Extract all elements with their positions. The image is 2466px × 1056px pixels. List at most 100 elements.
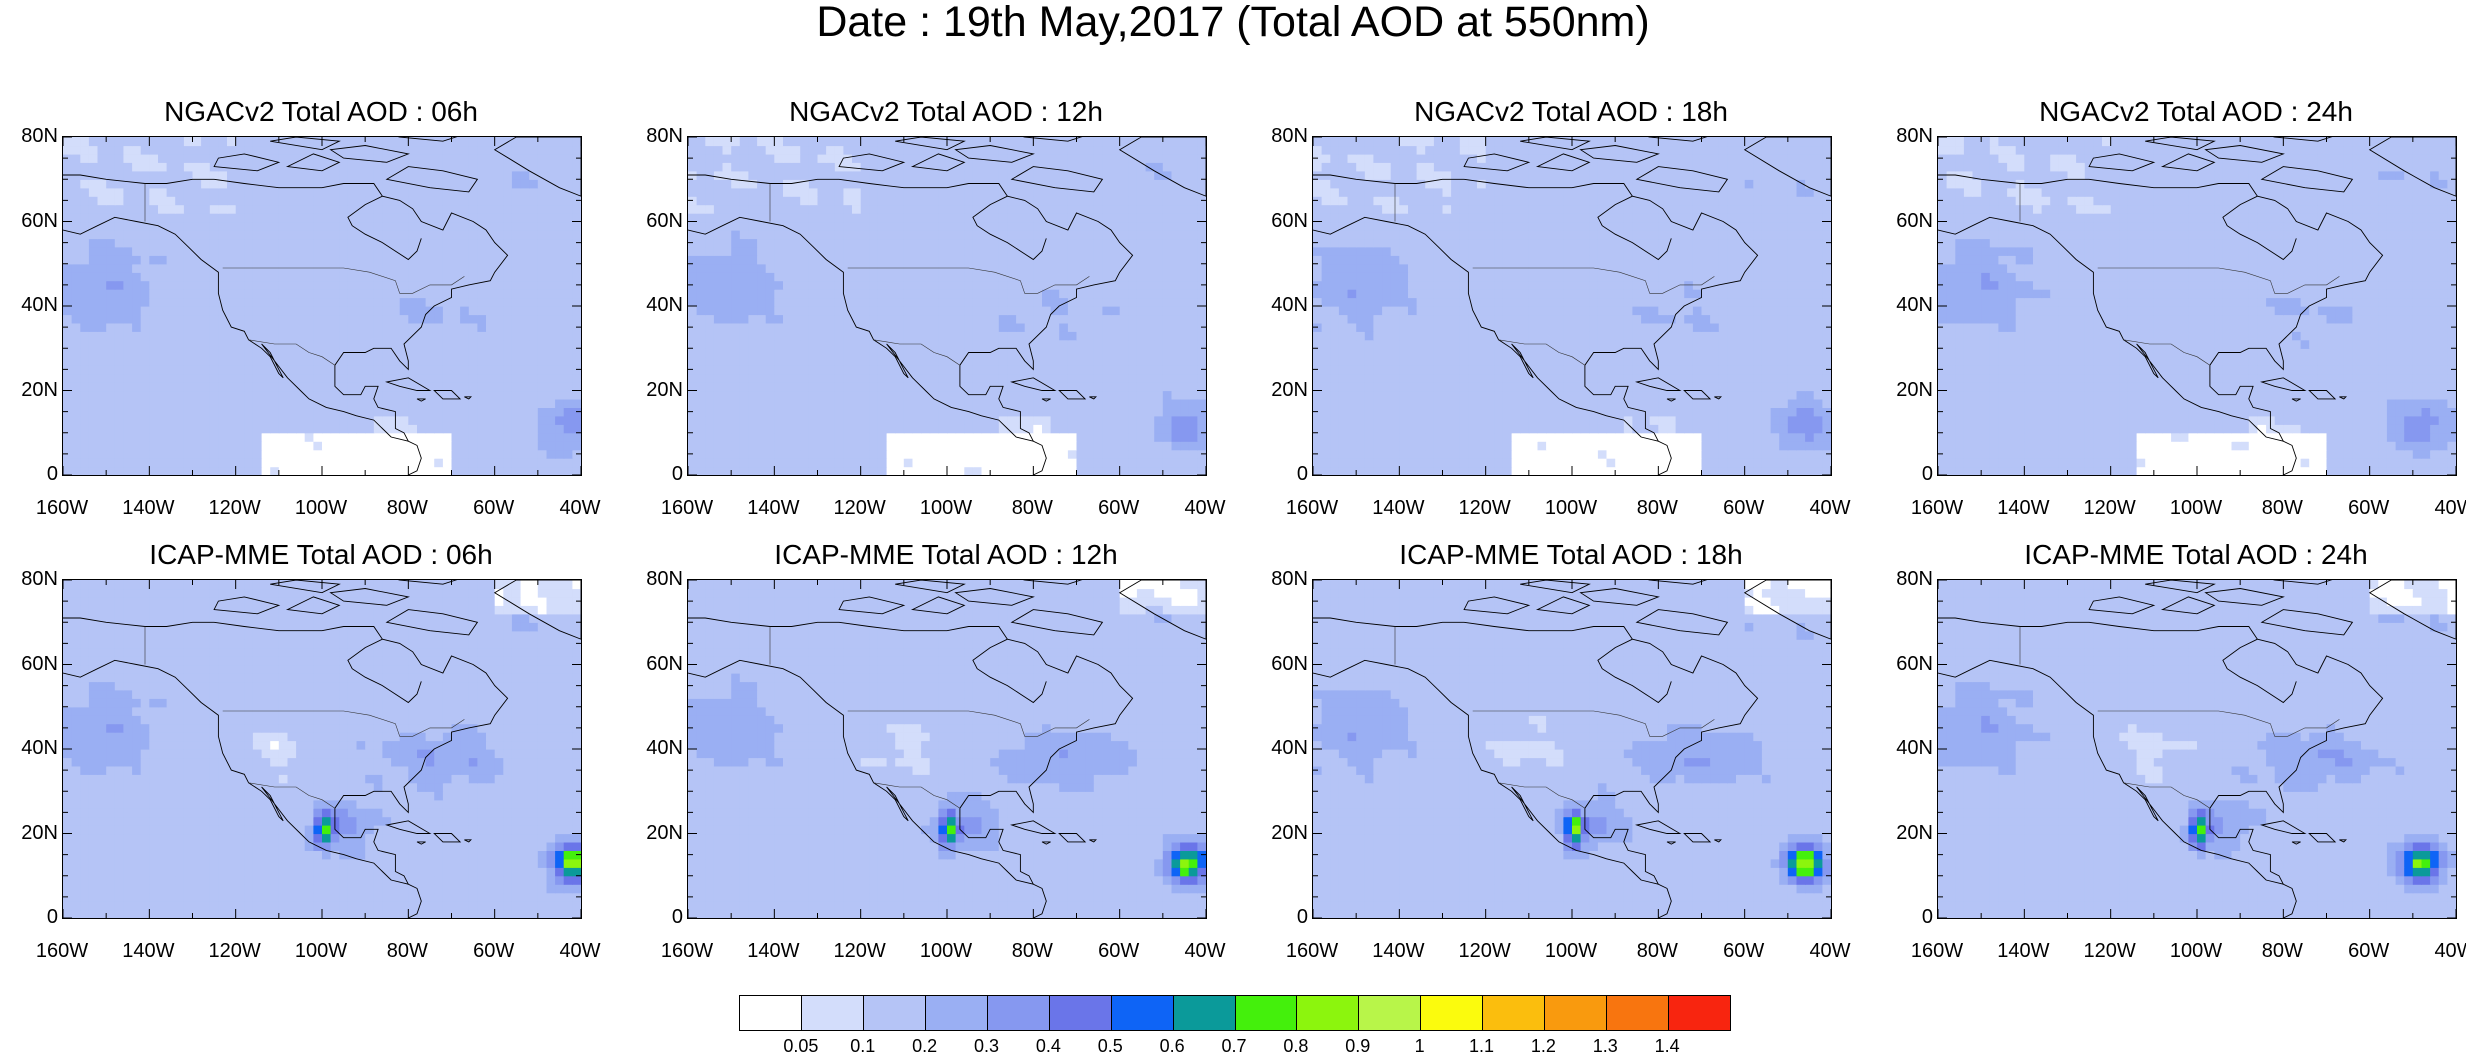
lon-tick-label: 140W bbox=[122, 940, 175, 962]
panel-title: ICAP-MME Total AOD : 12h bbox=[774, 539, 1118, 570]
lon-tick-label: 140W bbox=[1997, 497, 2050, 519]
lon-tick-label: 40W bbox=[1184, 497, 1226, 519]
lat-tick-label: 60N bbox=[646, 209, 683, 232]
lon-tick-label: 80W bbox=[1636, 940, 1678, 962]
colorbar-swatch bbox=[1049, 996, 1112, 1030]
aod-map-panel bbox=[687, 136, 1207, 476]
lat-tick-label: 80N bbox=[21, 125, 58, 147]
lat-tick-label: 60N bbox=[1271, 209, 1308, 232]
lon-tick-label: 160W bbox=[35, 940, 89, 962]
lon-tick-label: 100W bbox=[2169, 497, 2223, 519]
lon-tick-label: 40W bbox=[559, 940, 601, 962]
lon-tick-label: 60W bbox=[1098, 940, 1140, 962]
colorbar-label: 0.1 bbox=[850, 1036, 876, 1056]
lat-tick-label: 80N bbox=[21, 568, 58, 590]
panel-title: NGACv2 Total AOD : 18h bbox=[1414, 96, 1728, 127]
lat-tick-label: 60N bbox=[21, 209, 58, 232]
colorbar-label: 1 bbox=[1414, 1036, 1425, 1056]
lat-tick-label: 40N bbox=[1271, 737, 1308, 759]
lon-tick-label: 40W bbox=[1809, 940, 1851, 962]
lat-tick-label: 40N bbox=[1896, 737, 1933, 759]
colorbar-label: 1.3 bbox=[1592, 1036, 1618, 1056]
lat-tick-label: 80N bbox=[1896, 568, 1933, 590]
lon-tick-label: 100W bbox=[919, 497, 973, 519]
lat-tick-label: 0 bbox=[1921, 906, 1933, 928]
lon-tick-label: 60W bbox=[1723, 940, 1765, 962]
lon-tick-label: 40W bbox=[1809, 497, 1851, 519]
lat-tick-label: 20N bbox=[646, 821, 683, 844]
lat-tick-label: 40N bbox=[646, 737, 683, 759]
colorbar-label: 0.9 bbox=[1345, 1036, 1371, 1056]
lon-tick-label: 100W bbox=[1544, 497, 1598, 519]
lat-tick-label: 60N bbox=[1896, 652, 1933, 675]
lon-tick-label: 140W bbox=[1997, 940, 2050, 962]
lat-tick-label: 60N bbox=[1271, 652, 1308, 675]
aod-map-panel bbox=[1937, 136, 2457, 476]
colorbar-swatch bbox=[1669, 996, 1730, 1030]
colorbar-swatch bbox=[1173, 996, 1236, 1030]
colorbar-label: 0.4 bbox=[1035, 1036, 1061, 1056]
colorbar-label: 0.3 bbox=[973, 1036, 1000, 1056]
lat-tick-label: 80N bbox=[1271, 125, 1308, 147]
colorbar-label: 0.05 bbox=[783, 1036, 819, 1056]
panel-title: ICAP-MME Total AOD : 18h bbox=[1399, 539, 1743, 570]
lon-tick-label: 40W bbox=[559, 497, 601, 519]
lat-tick-label: 60N bbox=[21, 652, 58, 675]
lat-tick-label: 60N bbox=[1896, 209, 1933, 232]
lon-tick-label: 140W bbox=[1372, 940, 1425, 962]
lon-tick-label: 160W bbox=[35, 497, 89, 519]
main-title: Date : 19th May,2017 (Total AOD at 550nm… bbox=[816, 0, 1650, 46]
lat-tick-label: 0 bbox=[46, 906, 58, 928]
lon-tick-label: 80W bbox=[2261, 497, 2303, 519]
colorbar-label: 1.1 bbox=[1468, 1036, 1495, 1056]
lon-tick-label: 60W bbox=[1723, 497, 1765, 519]
lat-tick-label: 80N bbox=[646, 568, 683, 590]
lon-tick-label: 100W bbox=[294, 497, 348, 519]
panel-title: ICAP-MME Total AOD : 06h bbox=[149, 539, 493, 570]
colorbar-swatch bbox=[863, 996, 926, 1030]
lon-tick-label: 120W bbox=[2083, 497, 2136, 519]
lon-tick-label: 40W bbox=[2434, 940, 2466, 962]
lat-tick-label: 0 bbox=[1296, 906, 1308, 928]
colorbar-label: 0.8 bbox=[1283, 1036, 1309, 1056]
lon-tick-label: 140W bbox=[747, 497, 800, 519]
colorbar-swatch bbox=[987, 996, 1050, 1030]
lon-tick-label: 80W bbox=[386, 940, 428, 962]
colorbar-swatch bbox=[1297, 996, 1360, 1030]
lon-tick-label: 120W bbox=[1458, 940, 1511, 962]
colorbar-label: 1.4 bbox=[1654, 1036, 1680, 1056]
panel-title: NGACv2 Total AOD : 24h bbox=[2039, 96, 2353, 127]
lat-tick-label: 20N bbox=[21, 378, 58, 401]
lon-tick-label: 140W bbox=[1372, 497, 1425, 519]
panel-title: ICAP-MME Total AOD : 24h bbox=[2024, 539, 2368, 570]
lat-tick-label: 80N bbox=[1271, 568, 1308, 590]
lon-tick-label: 60W bbox=[473, 497, 515, 519]
lon-tick-label: 100W bbox=[2169, 940, 2223, 962]
colorbar-swatch bbox=[1359, 996, 1422, 1030]
colorbar-swatch bbox=[1545, 996, 1608, 1030]
aod-map-panel bbox=[687, 579, 1207, 919]
colorbar-swatch bbox=[1111, 996, 1174, 1030]
colorbar-swatch bbox=[1235, 996, 1298, 1030]
aod-map-panel bbox=[1312, 579, 1832, 919]
lon-tick-label: 140W bbox=[747, 940, 800, 962]
aod-field bbox=[688, 137, 1206, 475]
colorbar-swatch bbox=[801, 996, 864, 1030]
aod-field bbox=[63, 137, 581, 475]
aod-field bbox=[1313, 137, 1831, 475]
colorbar-swatch bbox=[740, 996, 802, 1030]
lon-tick-label: 80W bbox=[1636, 497, 1678, 519]
lat-tick-label: 40N bbox=[21, 294, 58, 316]
lat-tick-label: 20N bbox=[646, 378, 683, 401]
aod-map-panel bbox=[62, 136, 582, 476]
lat-tick-label: 0 bbox=[1296, 463, 1308, 485]
lon-tick-label: 160W bbox=[660, 940, 714, 962]
lon-tick-label: 140W bbox=[122, 497, 175, 519]
lat-tick-label: 20N bbox=[1896, 821, 1933, 844]
colorbar-label: 0.5 bbox=[1097, 1036, 1123, 1056]
lat-tick-label: 0 bbox=[671, 906, 683, 928]
aod-map-panel bbox=[1937, 579, 2457, 919]
lat-tick-label: 80N bbox=[646, 125, 683, 147]
lon-tick-label: 120W bbox=[1458, 497, 1511, 519]
lon-tick-label: 80W bbox=[2261, 940, 2303, 962]
